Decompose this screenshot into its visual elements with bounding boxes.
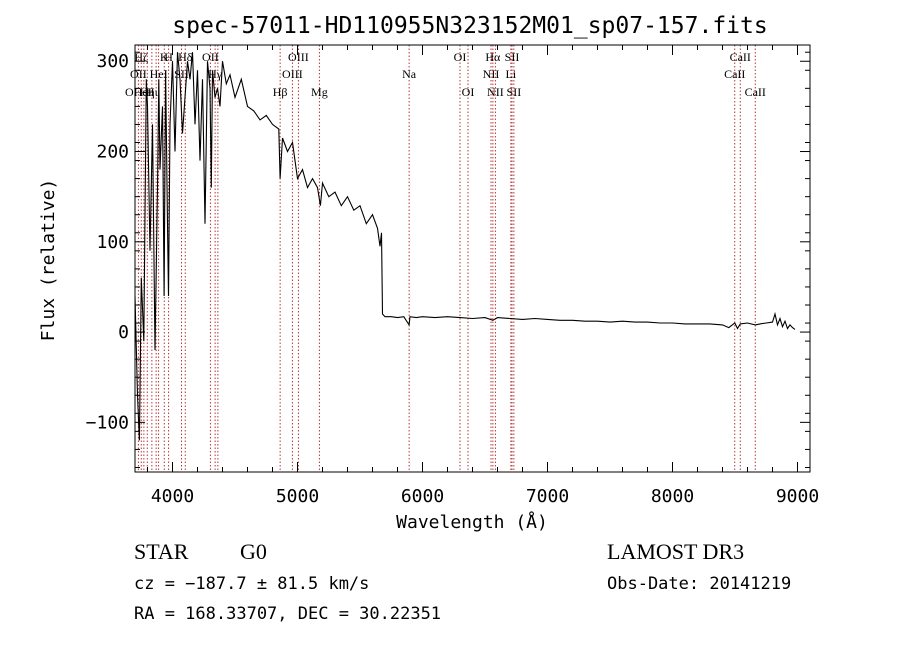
spectrum-line — [135, 52, 796, 441]
x-tick-label: 5000 — [276, 486, 319, 507]
emission-line-markers — [137, 45, 756, 472]
y-axis-label: Flux (relative) — [38, 179, 59, 342]
line-label: CaII — [724, 67, 745, 81]
spectrum-series — [135, 52, 796, 441]
line-label: OIII — [282, 67, 303, 81]
plot-frame — [134, 44, 811, 473]
line-label: OI — [454, 50, 467, 64]
line-label: Hβ — [273, 85, 288, 99]
line-label: Li — [506, 67, 517, 81]
x-tick-label: 6000 — [401, 486, 444, 507]
line-label: NII — [483, 67, 500, 81]
line-label: SII — [174, 67, 189, 81]
line-label: Hζ — [134, 50, 148, 64]
line-label: SII — [507, 85, 522, 99]
line-label: H — [164, 50, 173, 64]
y-tick-label: 200 — [96, 142, 129, 163]
line-label: HeI — [150, 67, 168, 81]
line-label: OI — [462, 85, 475, 99]
x-axis-label: Wavelength (Å) — [396, 511, 548, 533]
x-tick-label: 8000 — [651, 486, 694, 507]
observation-date: Obs-Date: 20141219 — [607, 574, 791, 594]
x-tick-label: 7000 — [526, 486, 569, 507]
line-label: Hα — [485, 50, 501, 64]
line-label: Hγ — [208, 67, 223, 81]
line-label: SII — [505, 50, 520, 64]
coordinates-readout: RA = 168.33707, DEC = 30.22351 — [134, 604, 441, 624]
spectral-subclass: G0 — [240, 539, 267, 564]
object-class: STAR — [134, 539, 189, 564]
line-label: Na — [402, 67, 417, 81]
line-label: OHeI — [125, 85, 152, 99]
line-label: Mg — [311, 85, 328, 99]
y-tick-label: −100 — [86, 412, 129, 433]
line-label: OIII — [288, 50, 309, 64]
y-axis: −100 0 100 200 300 — [86, 51, 810, 468]
y-tick-label: 0 — [118, 322, 129, 343]
line-label: CaII — [745, 85, 766, 99]
line-label: K — [160, 50, 169, 64]
line-label: OII — [130, 67, 147, 81]
survey-name: LAMOST DR3 — [607, 539, 744, 564]
line-label: OII — [202, 50, 219, 64]
y-tick-label: 100 — [96, 232, 129, 253]
x-tick-label: 9000 — [776, 486, 819, 507]
line-label: Hι — [146, 85, 159, 99]
x-tick-label: 4000 — [151, 486, 194, 507]
chart-title: spec-57011-HD110955N323152M01_sp07-157.f… — [172, 13, 767, 39]
line-label: NII — [487, 85, 504, 99]
line-label: Hδ — [178, 50, 193, 64]
x-axis: 4000 5000 6000 7000 8000 9000 — [147, 45, 819, 507]
redshift-readout: cz = −187.7 ± 81.5 km/s — [134, 574, 369, 594]
y-tick-label: 300 — [96, 51, 129, 72]
line-label: CaII — [730, 50, 751, 64]
